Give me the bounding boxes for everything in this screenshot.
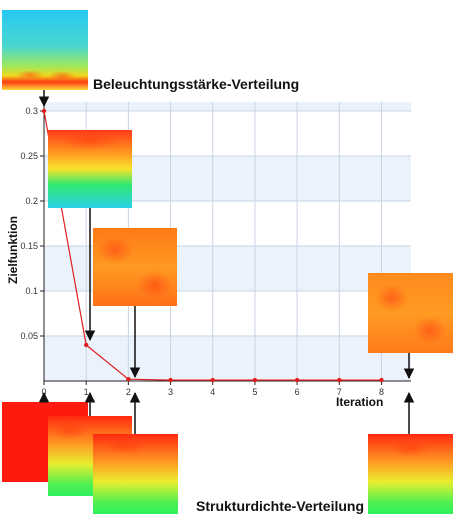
connector-arrows	[38, 90, 415, 434]
density-map-iteration-2	[93, 434, 178, 514]
x-tick-label: 5	[252, 387, 257, 397]
data-point	[337, 377, 342, 383]
x-tick-label: 7	[337, 387, 342, 397]
axes	[40, 102, 411, 385]
data-point	[252, 377, 258, 383]
density-map-iteration-8	[368, 434, 453, 514]
y-tick-label: 0.15	[20, 241, 38, 251]
data-point	[379, 377, 384, 383]
data-point	[210, 377, 215, 383]
x-tick-label: 4	[210, 387, 215, 397]
y-tick-label: 0.3	[25, 106, 38, 116]
y-tick-label: 0.1	[25, 286, 38, 296]
y-tick-label: 0.05	[20, 331, 38, 341]
illumination-caption: Beleuchtungsstärke-Verteilung	[93, 76, 299, 92]
x-axis-title: Iteration	[336, 395, 383, 409]
x-tick-label: 6	[295, 387, 300, 397]
grid-band	[44, 102, 411, 111]
x-tick-label: 1	[84, 387, 89, 397]
illumination-map-iteration-1	[48, 130, 132, 208]
y-tick-label: 0.2	[25, 196, 38, 206]
x-tick-label: 2	[126, 387, 131, 397]
illumination-map-iteration-2	[93, 228, 177, 306]
data-series	[41, 108, 384, 383]
density-caption: Strukturdichte-Verteilung	[196, 498, 364, 514]
tick-labels: 0 1 2 3 4 5 6 7 80.050.10.150.20.250.3	[20, 106, 384, 397]
grid-band	[44, 336, 411, 381]
illumination-map-iteration-0	[2, 10, 88, 90]
data-point	[41, 108, 47, 114]
data-point	[83, 342, 89, 348]
plot-area	[44, 102, 411, 381]
illumination-map-iteration-8	[368, 273, 453, 353]
y-axis-title: Zielfunktion	[6, 216, 20, 284]
data-point	[168, 377, 173, 383]
data-point	[126, 377, 131, 382]
x-tick-label: 3	[168, 387, 173, 397]
y-tick-label: 0.25	[20, 151, 38, 161]
data-point	[294, 377, 300, 383]
x-tick-label: 8	[379, 387, 384, 397]
